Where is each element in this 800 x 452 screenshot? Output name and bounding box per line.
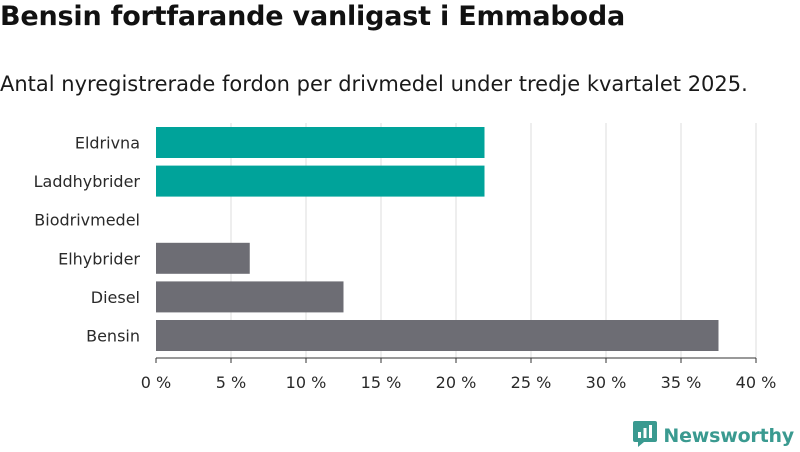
category-label: Eldrivna xyxy=(75,134,140,153)
x-tick-label: 20 % xyxy=(436,373,477,392)
bar-chart: 0 % 5 % 10 % 15 % 20 % 25 % 30 % 35 % 40 % Eldri… xyxy=(34,123,777,392)
chart-title: Bensin fortfarande vanligast i Emmaboda xyxy=(0,1,626,32)
newsworthy-logo-icon xyxy=(632,420,658,452)
x-tick-label: 5 % xyxy=(216,373,246,392)
gridlines xyxy=(230,123,757,358)
category-label: Diesel xyxy=(91,288,140,307)
x-tick-label: 15 % xyxy=(361,373,402,392)
category-label: Laddhybrider xyxy=(34,172,141,191)
category-label: Elhybrider xyxy=(58,249,140,268)
chart-subtitle: Antal nyregistrerade fordon per drivmede… xyxy=(0,72,748,96)
category-label: Biodrivmedel xyxy=(34,211,140,230)
category-label: Bensin xyxy=(86,327,140,346)
x-tick-label: 30 % xyxy=(586,373,627,392)
x-tick-label: 0 % xyxy=(141,373,171,392)
bar-elhybrider xyxy=(156,242,250,274)
x-tick-label: 25 % xyxy=(511,373,552,392)
bar-bensin xyxy=(156,320,719,351)
category-labels: Eldrivna Laddhybrider Biodrivmedel Elhybrid… xyxy=(34,134,141,346)
bars xyxy=(156,127,719,351)
bar-eldrivna xyxy=(156,127,485,158)
brand-name: Newsworthy xyxy=(663,425,794,447)
brand-logo: Newsworthy xyxy=(632,420,794,452)
x-tick-label: 35 % xyxy=(661,373,702,392)
x-tick-label: 10 % xyxy=(286,373,327,392)
x-axis: 0 % 5 % 10 % 15 % 20 % 25 % 30 % 35 % 40 % xyxy=(141,357,777,392)
x-tick-label: 40 % xyxy=(736,373,777,392)
bar-laddhybrider xyxy=(156,165,485,197)
bar-diesel xyxy=(156,281,344,313)
